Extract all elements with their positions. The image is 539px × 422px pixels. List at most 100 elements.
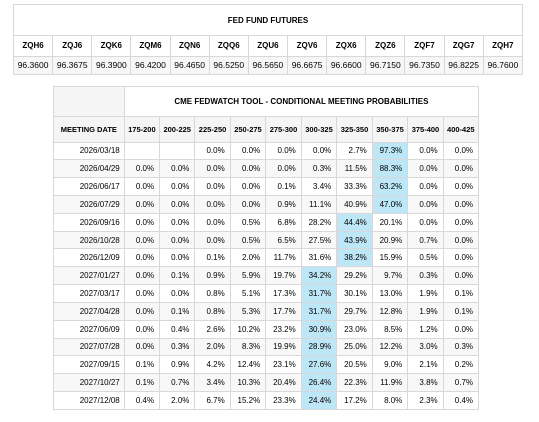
futures-price-cell: 96.4650 — [169, 55, 210, 76]
probability-cell: 0.0% — [442, 230, 480, 250]
probability-cell: 0.4% — [159, 319, 196, 339]
probability-cell: 1.9% — [407, 301, 444, 321]
probability-cell: 9.7% — [371, 266, 409, 286]
probability-cell: 10.3% — [229, 373, 267, 392]
probability-cell: 0.0% — [229, 141, 267, 161]
futures-contract-header: ZQG7 — [443, 35, 484, 57]
probability-cell: 6.7% — [194, 390, 231, 411]
probability-cell: 0.0% — [229, 195, 267, 214]
probability-cell: 27.6% — [300, 355, 338, 375]
probability-cell: 17.7% — [265, 301, 302, 321]
probability-cell: 5.1% — [229, 284, 267, 303]
probability-cell: 17.2% — [336, 390, 373, 411]
futures-title: FED FUND FUTURES — [13, 3, 523, 37]
rate-range-header: 300-325 — [300, 116, 338, 143]
probability-cell: 26.4% — [300, 373, 338, 392]
probability-cell: 0.0% — [159, 195, 196, 214]
meeting-date-cell: 2026/07/29 — [53, 195, 125, 214]
probability-cell: 0.0% — [442, 248, 480, 268]
futures-price-cell: 96.3900 — [91, 55, 132, 76]
futures-price-cell: 96.7600 — [482, 55, 524, 76]
probability-cell: 17.3% — [265, 284, 302, 303]
futures-contract-header: ZQH6 — [12, 35, 54, 57]
meeting-date-cell: 2027/06/09 — [53, 319, 125, 339]
rate-range-header: 375-400 — [407, 116, 444, 143]
probability-cell: 15.9% — [371, 248, 409, 268]
rate-range-header: 275-300 — [265, 116, 302, 143]
probability-cell: 2.1% — [407, 355, 444, 375]
probability-cell: 8.3% — [229, 337, 267, 357]
probability-cell: 23.1% — [265, 355, 302, 375]
probability-cell: 0.1% — [265, 177, 302, 196]
futures-value-row: 96.3600 96.3675 96.3900 96.4200 96.4650 96.52… — [12, 55, 524, 76]
futures-price-cell: 96.7350 — [404, 55, 445, 76]
meeting-row: 2026/10/28 0.0% 0.0% 0.0% 0.5% 6.5% 27.5% 43.9%… — [53, 230, 480, 250]
probability-cell: 0.5% — [229, 230, 267, 250]
corner-blank-cell — [53, 85, 125, 118]
futures-price-cell: 96.8225 — [443, 55, 484, 76]
probability-cell: 2.7% — [336, 141, 373, 161]
probability-cell: 0.9% — [265, 195, 302, 214]
probability-cell: 0.0% — [159, 230, 196, 250]
probability-cell: 0.1% — [159, 266, 196, 286]
probability-cell: 20.5% — [336, 355, 373, 375]
probability-cell: 44.4% — [336, 212, 373, 232]
probability-cell: 0.0% — [123, 284, 161, 303]
probability-cell: 19.9% — [265, 337, 302, 357]
probability-cell: 12.2% — [371, 337, 409, 357]
probability-cell: 19.7% — [265, 266, 302, 286]
probability-cell: 10.2% — [229, 319, 267, 339]
probability-cell: 20.1% — [371, 212, 409, 232]
meeting-date-cell: 2027/03/17 — [53, 284, 125, 303]
futures-contract-header: ZQZ6 — [365, 35, 406, 57]
meeting-date-cell: 2027/10/27 — [53, 373, 125, 392]
probability-cell: 0.0% — [407, 212, 444, 232]
futures-contract-header: ZQK6 — [91, 35, 132, 57]
probability-cell: 0.4% — [442, 390, 480, 411]
futures-price-cell: 96.4200 — [130, 55, 171, 76]
probability-cell: 23.2% — [265, 319, 302, 339]
probability-cell: 6.5% — [265, 230, 302, 250]
futures-contract-header: ZQQ6 — [208, 35, 249, 57]
probability-cell: 0.0% — [229, 177, 267, 196]
meeting-row: 2027/10/27 0.1% 0.7% 3.4% 10.3% 20.4% 26.4% 22.… — [53, 373, 480, 392]
probability-cell: 0.1% — [442, 284, 480, 303]
meeting-row: 2027/09/15 0.1% 0.9% 4.2% 12.4% 23.1% 27.6% 20.… — [53, 355, 480, 375]
probability-cell: 0.0% — [407, 141, 444, 161]
probability-cell: 11.5% — [336, 159, 373, 179]
probability-cell: 0.0% — [442, 266, 480, 286]
probability-cell: 0.5% — [407, 248, 444, 268]
probability-cell: 22.3% — [336, 373, 373, 392]
probability-cell: 0.9% — [194, 266, 231, 286]
probability-cell: 0.0% — [265, 159, 302, 179]
futures-contract-header: ZQM6 — [130, 35, 171, 57]
probability-cell: 0.0% — [442, 319, 480, 339]
futures-contract-header: ZQJ6 — [52, 35, 93, 57]
probability-cell: 11.1% — [300, 195, 338, 214]
meeting-date-cell: 2027/12/08 — [53, 390, 125, 411]
probability-cell: 3.8% — [407, 373, 444, 392]
fed-fund-futures-table: FED FUND FUTURES ZQH6 ZQJ6 ZQK6 ZQM6 ZQN6 ZQQ… — [12, 3, 524, 76]
probability-cell: 0.7% — [442, 373, 480, 392]
meeting-date-cell: 2026/12/09 — [53, 248, 125, 268]
probability-cell: 28.9% — [300, 337, 338, 357]
probability-cell: 5.3% — [229, 301, 267, 321]
probability-cell: 2.0% — [229, 248, 267, 268]
futures-header-row: ZQH6 ZQJ6 ZQK6 ZQM6 ZQN6 ZQQ6 ZQU6 ZQV6 ZQX6 ZQZ6… — [12, 35, 524, 57]
rate-range-header: 200-225 — [159, 116, 196, 143]
probability-cell: 27.5% — [300, 230, 338, 250]
meeting-row: 2026/12/09 0.0% 0.0% 0.1% 2.0% 11.7% 31.6% 38.2… — [53, 248, 480, 268]
probability-cell: 0.4% — [123, 390, 161, 411]
meeting-date-cell: 2026/04/29 — [53, 159, 125, 179]
probability-cell: 0.1% — [159, 301, 196, 321]
rate-range-header: 400-425 — [442, 116, 480, 143]
probability-cell: 40.9% — [336, 195, 373, 214]
futures-price-cell: 96.7150 — [365, 55, 406, 76]
futures-contract-header: ZQV6 — [286, 35, 328, 57]
probability-cell: 0.0% — [265, 141, 302, 161]
probability-cell: 0.0% — [194, 141, 231, 161]
futures-contract-header: ZQF7 — [404, 35, 445, 57]
probability-cell: 6.8% — [265, 212, 302, 232]
futures-price-cell: 96.3675 — [52, 55, 93, 76]
probability-cell: 2.0% — [159, 390, 196, 411]
